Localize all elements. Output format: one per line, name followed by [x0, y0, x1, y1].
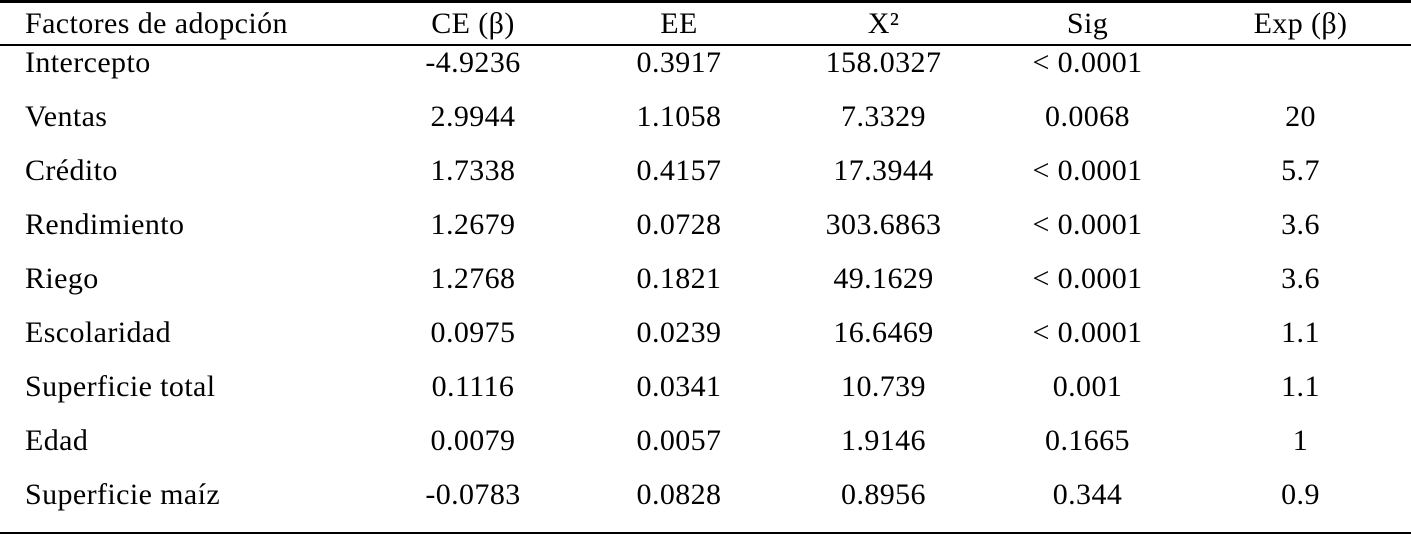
cell-ce: -4.9236: [425, 46, 521, 79]
cell-factor: Edad: [25, 424, 89, 457]
column-header-factores-de-adopcion: Factores de adopción: [0, 1, 370, 46]
cell-x2: 16.6469: [833, 316, 934, 349]
cell-factor: Superficie maíz: [25, 478, 221, 511]
cell-x2: 49.1629: [833, 262, 934, 295]
cell-sig: 0.0068: [1045, 100, 1130, 133]
cell-sig: < 0.0001: [1032, 316, 1143, 349]
cell-ce: -0.0783: [425, 478, 521, 511]
cell-x2: 0.8956: [841, 478, 926, 511]
cell-ee: 0.0828: [636, 478, 722, 511]
cell-ce: 1.2768: [430, 262, 516, 295]
cell-ce: 0.0975: [430, 316, 516, 349]
cell-x2: 158.0327: [825, 46, 942, 79]
column-header-exp-beta: Exp (β): [1190, 1, 1411, 46]
cell-ce: 1.7338: [430, 154, 516, 187]
table-row-rendimiento: Rendimiento 1.2679 0.0728 303.6863 < 0.0…: [0, 208, 1411, 262]
cell-sig: < 0.0001: [1032, 262, 1143, 295]
cell-exp: 1.1: [1281, 370, 1320, 403]
cell-factor: Crédito: [25, 154, 118, 187]
cell-exp: 1: [1292, 424, 1309, 457]
cell-sig: < 0.0001: [1032, 46, 1143, 79]
cell-factor: Ventas: [25, 100, 108, 133]
column-header-ce-beta: CE (β): [370, 1, 576, 46]
cell-sig: < 0.0001: [1032, 208, 1143, 241]
table-row-superficie-maiz: Superficie maíz -0.0783 0.0828 0.8956 0.…: [0, 478, 1411, 534]
cell-ee: 0.0239: [636, 316, 722, 349]
cell-ce: 0.1116: [431, 370, 515, 403]
table-row-riego: Riego 1.2768 0.1821 49.1629 < 0.0001 3.6: [0, 262, 1411, 316]
cell-sig: 0.001: [1052, 370, 1123, 403]
cell-factor: Rendimiento: [25, 208, 185, 241]
cell-x2: 17.3944: [833, 154, 934, 187]
cell-ee: 0.0728: [636, 208, 722, 241]
table-row-superficie-total: Superficie total 0.1116 0.0341 10.739 0.…: [0, 370, 1411, 424]
cell-ee: 0.4157: [636, 154, 722, 187]
cell-exp: 3.6: [1281, 208, 1320, 241]
cell-exp: 1.1: [1281, 316, 1320, 349]
header-row: Factores de adopción CE (β) EE X² Sig Ex…: [0, 1, 1411, 46]
cell-exp: 0.9: [1281, 478, 1320, 511]
cell-ee: 0.3917: [636, 46, 722, 79]
cell-ee: 0.0341: [636, 370, 722, 403]
cell-exp: 20: [1285, 100, 1316, 133]
cell-factor: Escolaridad: [25, 316, 172, 349]
column-header-chi-square: X²: [782, 1, 985, 46]
cell-x2: 7.3329: [841, 100, 926, 133]
cell-exp: 5.7: [1281, 154, 1320, 187]
cell-sig: < 0.0001: [1032, 154, 1143, 187]
cell-ce: 0.0079: [430, 424, 516, 457]
table-row-intercepto: Intercepto -4.9236 0.3917 158.0327 < 0.0…: [0, 45, 1411, 100]
table-row-edad: Edad 0.0079 0.0057 1.9146 0.1665 1: [0, 424, 1411, 478]
cell-ee: 1.1058: [636, 100, 722, 133]
cell-factor: Riego: [25, 262, 99, 295]
cell-exp: 3.6: [1281, 262, 1320, 295]
table-row-ventas: Ventas 2.9944 1.1058 7.3329 0.0068 20: [0, 100, 1411, 154]
cell-ee: 0.0057: [636, 424, 722, 457]
column-header-sig: Sig: [985, 1, 1190, 46]
cell-factor: Intercepto: [25, 46, 151, 79]
cell-sig: 0.1665: [1045, 424, 1130, 457]
cell-x2: 10.739: [841, 370, 926, 403]
table-row-credito: Crédito 1.7338 0.4157 17.3944 < 0.0001 5…: [0, 154, 1411, 208]
cell-factor: Superficie total: [25, 370, 216, 403]
table-row-escolaridad: Escolaridad 0.0975 0.0239 16.6469 < 0.00…: [0, 316, 1411, 370]
cell-x2: 303.6863: [825, 208, 942, 241]
cell-exp: [1190, 45, 1411, 100]
cell-x2: 1.9146: [841, 424, 926, 457]
cell-ce: 1.2679: [430, 208, 516, 241]
column-header-ee: EE: [576, 1, 782, 46]
cell-sig: 0.344: [1052, 478, 1123, 511]
cell-ee: 0.1821: [636, 262, 722, 295]
cell-ce: 2.9944: [430, 100, 516, 133]
